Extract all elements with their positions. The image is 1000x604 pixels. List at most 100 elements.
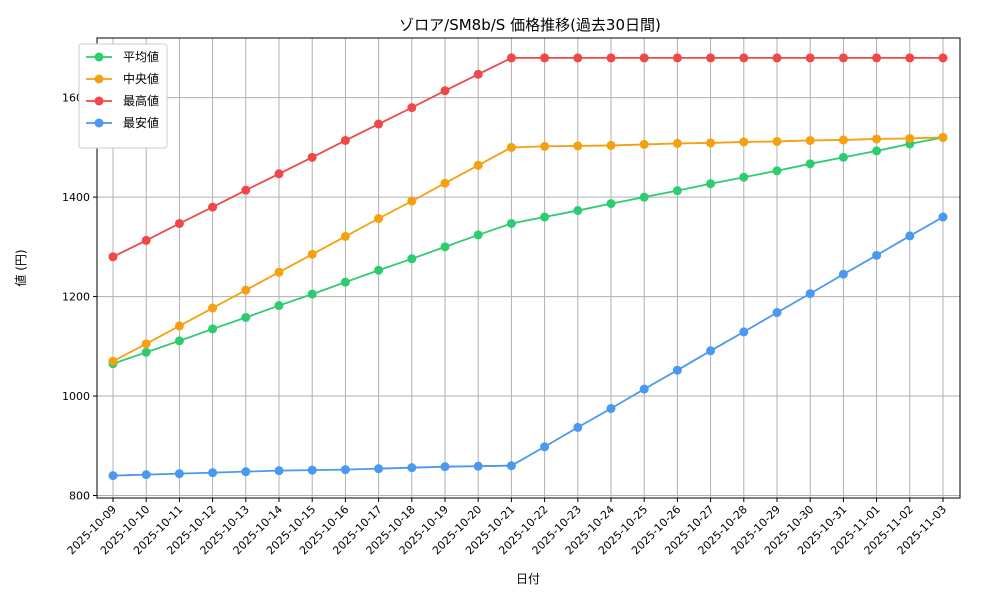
legend-label: 中央値 <box>123 71 159 86</box>
data-point <box>241 185 251 195</box>
data-point <box>374 119 384 129</box>
data-point <box>805 289 815 299</box>
series-2 <box>108 53 948 262</box>
y-tick-label: 1000 <box>62 390 90 403</box>
data-point <box>805 159 815 169</box>
data-point <box>274 267 284 277</box>
data-point <box>506 53 516 63</box>
data-point <box>872 250 882 260</box>
data-point <box>440 178 450 188</box>
data-point <box>672 138 682 148</box>
x-axis-label: 日付 <box>516 572 540 586</box>
y-tick-label: 1200 <box>62 291 90 304</box>
data-point <box>407 254 417 264</box>
data-point <box>772 53 782 63</box>
legend-label: 平均値 <box>123 49 159 64</box>
data-point <box>407 196 417 206</box>
data-point <box>473 69 483 79</box>
series-line <box>112 136 944 365</box>
data-point <box>208 324 218 334</box>
series-line <box>112 216 944 477</box>
data-point <box>672 186 682 196</box>
data-point <box>340 465 350 475</box>
data-point <box>739 53 749 63</box>
data-point <box>540 53 550 63</box>
data-point <box>374 464 384 474</box>
legend-marker <box>94 96 104 106</box>
data-point <box>672 365 682 375</box>
data-point <box>374 214 384 224</box>
data-point <box>672 53 682 63</box>
data-point <box>307 465 317 475</box>
data-point <box>938 53 948 63</box>
data-point <box>440 462 450 472</box>
data-point <box>639 139 649 149</box>
data-point <box>639 53 649 63</box>
data-point <box>938 212 948 222</box>
data-point <box>540 141 550 151</box>
data-point <box>938 132 948 142</box>
data-point <box>805 135 815 145</box>
data-point <box>573 422 583 432</box>
data-point <box>174 321 184 331</box>
data-point <box>506 461 516 471</box>
data-point <box>274 301 284 311</box>
data-point <box>241 312 251 322</box>
data-point <box>407 463 417 473</box>
data-point <box>772 308 782 318</box>
data-point <box>374 265 384 275</box>
data-point <box>473 461 483 471</box>
data-point <box>606 140 616 150</box>
grid-layer <box>97 38 960 498</box>
data-point <box>838 135 848 145</box>
data-point <box>208 468 218 478</box>
legend-label: 最安値 <box>123 115 159 130</box>
data-point <box>838 53 848 63</box>
data-point <box>872 146 882 156</box>
data-point <box>340 231 350 241</box>
series-line <box>112 136 944 363</box>
data-point <box>639 192 649 202</box>
data-point <box>905 133 915 143</box>
data-point <box>440 242 450 252</box>
data-point <box>108 252 118 262</box>
data-point <box>208 303 218 313</box>
data-point <box>208 202 218 212</box>
data-point <box>805 53 815 63</box>
data-point <box>606 53 616 63</box>
data-point <box>540 212 550 222</box>
chart-title: ゾロア/SM8b/S 価格推移(過去30日間) <box>399 16 661 34</box>
data-point <box>141 470 151 480</box>
data-point <box>905 231 915 241</box>
data-point <box>573 141 583 151</box>
data-point <box>407 103 417 113</box>
x-axis: 2025-10-092025-10-102025-10-112025-10-12… <box>65 498 949 557</box>
plot-area-frame <box>96 37 961 499</box>
legend-marker <box>94 74 104 84</box>
data-point <box>606 403 616 413</box>
data-point <box>506 142 516 152</box>
data-point <box>141 339 151 349</box>
series-0 <box>108 132 948 369</box>
data-point <box>174 336 184 346</box>
series-3 <box>108 212 948 481</box>
data-point <box>739 172 749 182</box>
legend-label: 最高値 <box>123 93 159 108</box>
data-point <box>440 86 450 96</box>
y-axis-label: 値 (円) <box>13 249 28 286</box>
data-point <box>573 206 583 216</box>
data-point <box>838 152 848 162</box>
data-point <box>772 136 782 146</box>
data-point <box>174 469 184 479</box>
data-point <box>274 169 284 179</box>
data-point <box>174 218 184 228</box>
data-point <box>241 285 251 295</box>
data-point <box>706 346 716 356</box>
data-point <box>739 327 749 337</box>
data-point <box>872 53 882 63</box>
data-point <box>905 53 915 63</box>
y-tick-label: 1400 <box>62 191 90 204</box>
data-point <box>739 137 749 147</box>
